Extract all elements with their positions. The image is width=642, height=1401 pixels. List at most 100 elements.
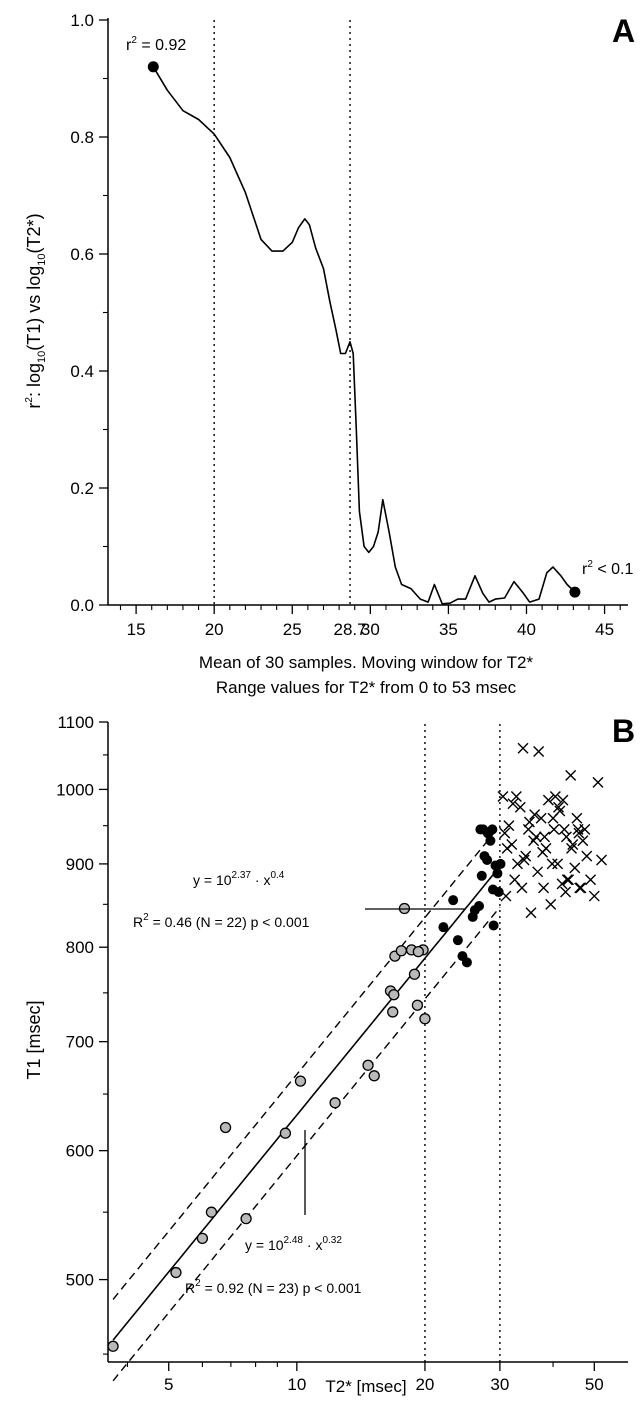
panel-a-y-label: r2: log10(T1) vs log10(T2*): [24, 213, 48, 408]
panel-b-y-tick-label: 800: [66, 938, 94, 957]
panel-b-point-gray: [108, 1341, 118, 1351]
panel-b-point-cross: [533, 867, 543, 877]
panel-b-x-tick-label: 5: [164, 1375, 173, 1394]
panel-b-point-cross: [518, 743, 528, 753]
panel-b-point-gray: [221, 1122, 231, 1132]
panel-a-label: A: [612, 13, 635, 49]
panel-b-point-gray: [409, 969, 419, 979]
panel-b-point-gray: [363, 1060, 373, 1070]
panel-b-y-tick-label: 1100: [57, 713, 94, 732]
panel-a-y-tick-label: 1.0: [70, 11, 94, 30]
panel-b-point-cross: [501, 891, 511, 901]
panel-b-x-label: T2* [msec]: [325, 1377, 406, 1396]
panel-a-end-label: r2 < 0.1: [582, 559, 633, 578]
panel-b-point-black: [482, 855, 492, 865]
panel-b-point-cross: [570, 863, 580, 873]
panel-b-confidence-band-line: [113, 826, 500, 1300]
panel-b-point-gray: [171, 1268, 181, 1278]
panel-b: B 500 600 700 800 900 1000 1100 5 10 20 30 50 y = …: [24, 713, 635, 1396]
panel-b-point-gray: [412, 1000, 422, 1010]
panel-b-point-cross: [517, 883, 527, 893]
panel-a-r2-curve: [153, 67, 575, 604]
panel-b-point-black: [492, 868, 502, 878]
panel-b-point-gray: [330, 1098, 340, 1108]
panel-a-x-ticks: 15 20 25 30 35 40 4528.7: [120, 605, 620, 639]
panel-b-point-gray: [369, 1071, 379, 1081]
panel-b-point-gray: [280, 1128, 290, 1138]
panel-b-point-cross: [538, 847, 548, 857]
panel-b-y-tick-label: 1000: [56, 780, 94, 799]
panel-b-point-cross: [564, 875, 574, 885]
panel-b-label: B: [612, 713, 635, 749]
panel-b-y-label: T1 [msec]: [24, 1000, 44, 1079]
panel-a-x-tick-label: 15: [127, 620, 146, 639]
panel-b-points: [108, 743, 606, 1351]
panel-b-point-gray: [388, 1007, 398, 1017]
panel-b-point-cross: [502, 843, 512, 853]
panel-b-point-cross: [534, 747, 544, 757]
panel-b-point-gray: [197, 1233, 207, 1243]
panel-b-point-gray: [295, 1076, 305, 1086]
panel-a-series: [153, 67, 575, 604]
panel-b-point-gray: [396, 946, 406, 956]
panel-a-x-tick-label: 25: [283, 620, 302, 639]
panel-b-point-cross: [557, 879, 567, 889]
panel-b-y-tick-label: 700: [66, 1033, 94, 1052]
panel-b-point-black: [477, 871, 487, 881]
panel-a-y-ticks: 0.0 0.2 0.4 0.6 0.8 1.0: [70, 11, 108, 615]
panel-b-point-black: [487, 824, 497, 834]
panel-b-point-cross: [555, 806, 565, 816]
panel-a-y-tick-label: 0.6: [70, 245, 94, 264]
panel-a-x-label-line2: Range values for T2* from 0 to 53 msec: [216, 678, 517, 697]
panel-b-lower-equation: y = 102.48 · x0.32: [245, 1235, 342, 1253]
panel-b-fit-line: [113, 867, 500, 1341]
panel-b-point-cross: [576, 883, 586, 893]
panel-b-x-tick-label: 20: [415, 1375, 434, 1394]
panel-b-x-tick-label: 10: [287, 1375, 306, 1394]
panel-b-point-cross: [547, 859, 557, 869]
panel-b-point-cross: [582, 851, 592, 861]
panel-b-upper-equation: y = 102.37 · x0.4: [193, 870, 285, 888]
panel-b-point-gray: [241, 1214, 251, 1224]
panel-b-point-black: [438, 922, 448, 932]
panel-a-y-tick-label: 0.0: [70, 596, 94, 615]
panel-b-confidence-band-line: [113, 907, 500, 1381]
panel-b-point-cross: [546, 899, 556, 909]
panel-b-point-black: [474, 901, 484, 911]
panel-b-point-black: [462, 957, 472, 967]
panel-b-point-cross: [524, 817, 534, 827]
panel-b-point-black: [489, 920, 499, 930]
panel-b-point-cross: [593, 777, 603, 787]
panel-a-y-tick-label: 0.4: [70, 362, 94, 381]
panel-b-y-tick-label: 500: [66, 1271, 94, 1290]
panel-b-point-cross: [521, 851, 531, 861]
panel-b-point-cross: [575, 883, 585, 893]
panel-b-point-gray: [413, 947, 423, 957]
panel-b-point-black: [448, 895, 458, 905]
panel-a-y-tick-label: 0.8: [70, 128, 94, 147]
panel-a-start-label: r2 = 0.92: [126, 35, 186, 54]
panel-b-point-cross: [539, 883, 549, 893]
panel-b-x-tick-label: 30: [490, 1375, 509, 1394]
panel-a-x-label-line1: Mean of 30 samples. Moving window for T2…: [199, 653, 534, 672]
panel-a-reference-lines: [214, 20, 350, 605]
panel-b-point-cross: [559, 824, 569, 834]
panel-b-point-cross: [561, 832, 571, 842]
panel-b-point-cross: [561, 887, 571, 897]
panel-b-point-black: [485, 836, 495, 846]
panel-a-x-tick-label-extra: 28.7: [333, 620, 366, 639]
panel-b-point-cross: [526, 908, 536, 918]
panel-b-point-cross: [562, 875, 572, 885]
panel-a-x-tick-label: 45: [595, 620, 614, 639]
panel-b-point-cross: [566, 770, 576, 780]
panel-b-point-gray: [420, 1014, 430, 1024]
panel-b-point-cross: [553, 859, 563, 869]
panel-b-point-cross: [597, 855, 607, 865]
panel-b-y-tick-label: 900: [66, 855, 94, 874]
panel-b-point-cross: [586, 875, 596, 885]
panel-a: A 0.00.20.40.60.81.0 15 20 25 30 35 40 4528.7 …: [24, 11, 635, 697]
panel-b-point-gray: [206, 1207, 216, 1217]
panel-b-y-ticks: 50060070080090010001100: [56, 713, 108, 1354]
panel-a-x-tick-label: 35: [439, 620, 458, 639]
